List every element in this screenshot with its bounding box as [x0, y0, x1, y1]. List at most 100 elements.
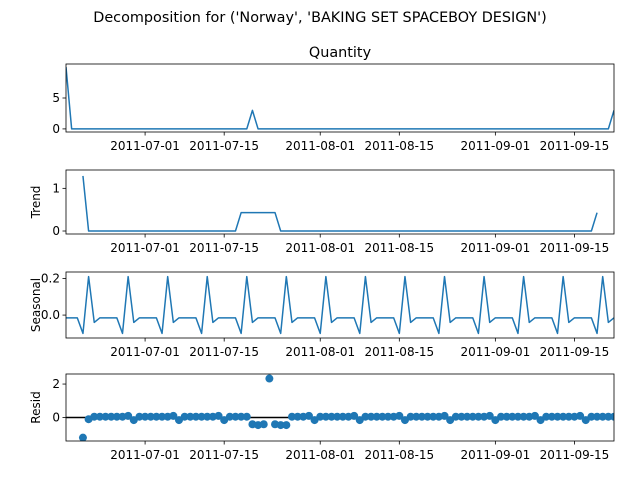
x-tick-label: 2011-09-15 — [540, 241, 610, 255]
resid-point — [513, 412, 522, 421]
x-tick-label: 2011-09-01 — [460, 139, 530, 153]
resid-point — [372, 412, 381, 421]
x-tick-label: 2011-07-15 — [189, 345, 259, 359]
resid-point — [587, 412, 596, 421]
resid-point — [276, 421, 285, 430]
resid-point — [78, 433, 87, 441]
x-tick-label: 2011-09-01 — [460, 345, 530, 359]
x-tick-label: 2011-08-01 — [285, 345, 355, 359]
resid-point — [158, 412, 167, 421]
x-tick-label: 2011-07-01 — [110, 241, 180, 255]
resid-point — [468, 412, 477, 421]
resid-point — [559, 412, 568, 421]
resid-point — [231, 412, 240, 421]
axes-frame — [65, 169, 615, 235]
resid-point — [259, 420, 268, 429]
resid-point — [610, 412, 614, 421]
x-tick-label: 2011-07-01 — [110, 448, 180, 462]
resid-point — [186, 412, 195, 421]
resid-point — [361, 412, 370, 421]
y-tick-label: 1 — [52, 181, 60, 195]
resid-point — [451, 412, 460, 421]
resid-point — [502, 412, 511, 421]
resid-point — [135, 412, 144, 421]
resid-point — [152, 412, 161, 421]
x-tick-label: 2011-09-15 — [540, 448, 610, 462]
y-tick-label: 0.0 — [41, 308, 60, 322]
resid-point — [95, 412, 104, 421]
resid-point — [564, 412, 573, 421]
resid-point — [214, 411, 223, 420]
resid-point — [593, 412, 602, 421]
resid-point — [203, 412, 212, 421]
resid-point — [338, 412, 347, 421]
x-tick-label: 2011-07-01 — [110, 139, 180, 153]
series-line — [66, 67, 614, 130]
x-tick-label: 2011-08-01 — [285, 139, 355, 153]
plot-area — [82, 175, 598, 232]
x-tick-label: 2011-09-15 — [540, 139, 610, 153]
y-axis-label: Seasonal — [29, 278, 43, 332]
x-tick-label: 2011-08-01 — [285, 448, 355, 462]
resid-point — [225, 412, 234, 421]
y-tick-label: 5 — [52, 91, 60, 105]
resid-point — [101, 412, 110, 421]
y-tick-label: 0 — [52, 224, 60, 238]
decomposition-panels: 0 5 2011-07-01 2011-07-15 2011-08-01 2011-08-… — [29, 45, 635, 462]
panel-resid: 0 2 2011-07-01 2011-07-15 2011-08-01 2011-08-… — [29, 373, 635, 462]
plot-area — [66, 67, 614, 130]
resid-point — [321, 412, 330, 421]
resid-point — [627, 419, 635, 427]
x-tick-label: 2011-08-15 — [364, 139, 434, 153]
resid-point — [542, 412, 551, 421]
resid-point — [457, 412, 466, 421]
resid-point — [287, 412, 296, 421]
x-tick-label: 2011-08-15 — [364, 241, 434, 255]
resid-point — [530, 411, 539, 420]
resid-point — [485, 411, 494, 420]
resid-point — [463, 412, 472, 421]
resid-point — [519, 412, 528, 421]
resid-point — [282, 421, 291, 430]
resid-point — [616, 413, 624, 421]
resid-point — [429, 412, 438, 421]
resid-point — [508, 412, 517, 421]
plot-area — [66, 275, 614, 335]
x-tick-label: 2011-07-01 — [110, 345, 180, 359]
resid-point — [237, 412, 246, 421]
resid-point — [440, 411, 449, 420]
panel-title: Quantity — [309, 45, 372, 61]
y-tick-label: 2 — [52, 377, 60, 391]
resid-point — [112, 412, 121, 421]
y-tick-label: 0.2 — [41, 271, 60, 285]
resid-point — [350, 411, 359, 420]
resid-point — [395, 411, 404, 420]
resid-point — [191, 412, 200, 421]
y-tick-label: 0 — [52, 411, 60, 425]
x-tick-label: 2011-08-01 — [285, 241, 355, 255]
x-tick-label: 2011-07-15 — [189, 448, 259, 462]
panel-quantity: 0 5 2011-07-01 2011-07-15 2011-08-01 2011-08-… — [52, 45, 615, 153]
series-line — [82, 175, 598, 232]
resid-point — [547, 412, 556, 421]
resid-point — [576, 411, 585, 420]
y-axis-label: Trend — [29, 186, 43, 220]
resid-point — [265, 374, 274, 383]
resid-point — [417, 412, 426, 421]
resid-point — [474, 412, 483, 421]
axes-frame — [65, 373, 615, 442]
resid-point — [169, 411, 178, 420]
x-tick-label: 2011-09-01 — [460, 241, 530, 255]
resid-point — [90, 412, 99, 421]
resid-point — [497, 412, 506, 421]
resid-point — [197, 412, 206, 421]
resid-point — [423, 412, 432, 421]
resid-point — [621, 417, 629, 425]
panel-trend: 0 1 2011-07-01 2011-07-15 2011-08-01 2011-08-… — [29, 169, 615, 255]
resid-point — [107, 412, 116, 421]
resid-point — [598, 412, 607, 421]
resid-point — [124, 411, 133, 420]
resid-point — [316, 412, 325, 421]
resid-point — [406, 412, 415, 421]
